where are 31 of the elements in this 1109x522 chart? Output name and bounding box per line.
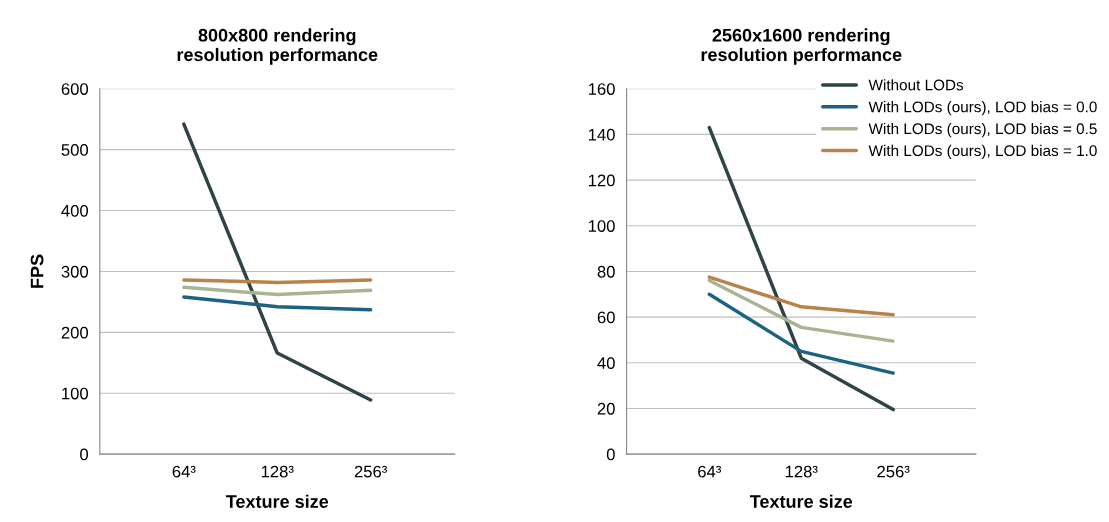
y-tick-label: 100 (588, 220, 615, 232)
y-tick-label: 200 (61, 326, 89, 339)
legend-label: With LODs (ours), LOD bias = 0.5 (868, 122, 1097, 138)
x-tick-label: 128³ (261, 465, 294, 478)
y-tick-label: 500 (61, 144, 89, 156)
y-tick-label: 0 (80, 448, 89, 461)
y-tick-label: 400 (61, 204, 89, 217)
y-axis-title: FPS (30, 254, 44, 288)
chart-title: 2560x1600 rendering resolution performance (701, 28, 902, 65)
x-axis-title: Texture size (225, 494, 329, 508)
x-tick-label: 128³ (785, 465, 818, 478)
x-tick-label: 64³ (172, 465, 196, 478)
y-tick-label: 0 (606, 448, 615, 461)
y-tick-label: 80 (597, 265, 615, 278)
legend-label: With LODs (ours), LOD bias = 0.0 (868, 101, 1097, 116)
y-tick-label: 100 (62, 387, 89, 400)
y-tick-label: 60 (597, 311, 615, 324)
x-axis-title: Texture size (749, 494, 853, 508)
y-tick-label: 120 (588, 174, 615, 187)
x-tick-label: 256³ (877, 465, 910, 478)
legend-label: Without LODs (868, 79, 964, 91)
y-tick-label: 140 (588, 128, 615, 141)
y-tick-label: 600 (61, 83, 89, 95)
legend-label: With LODs (ours), LOD bias = 1.0 (868, 144, 1097, 160)
y-tick-label: 160 (588, 83, 615, 95)
x-tick-label: 64³ (698, 465, 722, 478)
x-tick-label: 256³ (354, 465, 387, 478)
y-tick-label: 20 (597, 402, 615, 415)
y-tick-label: 40 (597, 357, 615, 369)
chart-title: 800x800 rendering resolution performance (177, 28, 378, 65)
y-tick-label: 300 (61, 265, 89, 278)
